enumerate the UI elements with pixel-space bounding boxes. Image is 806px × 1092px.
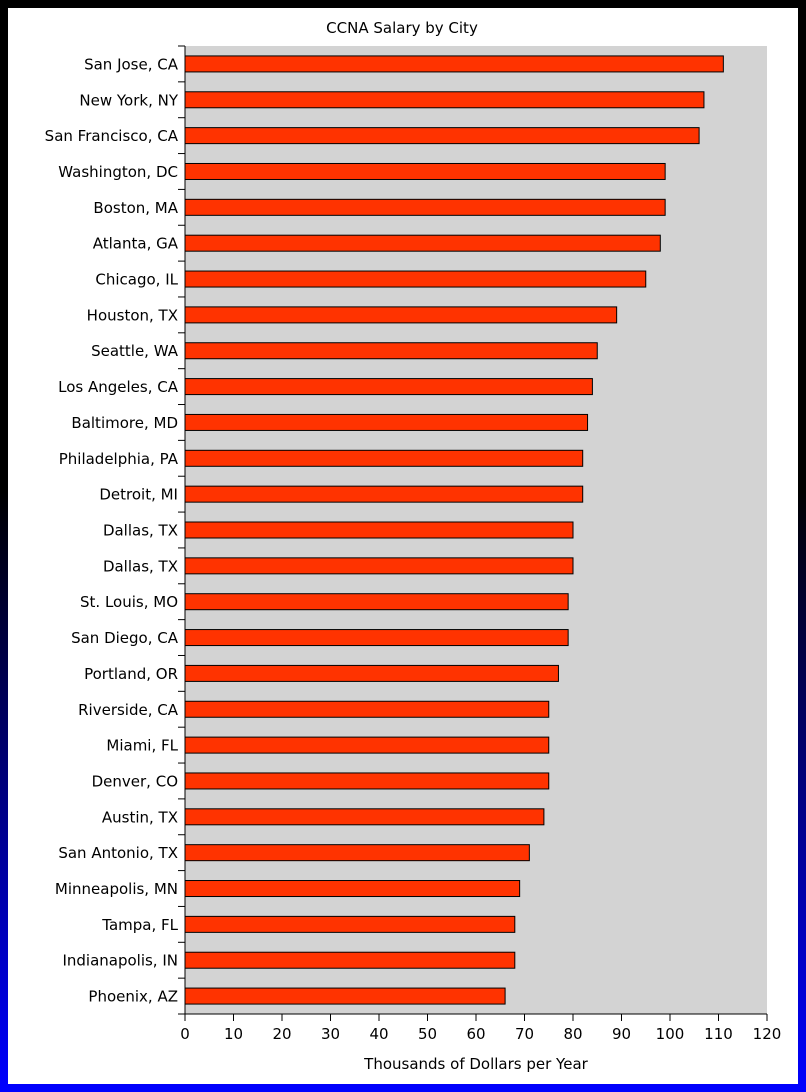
x-tick-label: 100 (656, 1025, 685, 1043)
y-axis-ticks (178, 45, 185, 1015)
category-label: San Jose, CA (84, 55, 179, 73)
category-label: Portland, OR (84, 665, 178, 683)
bar (184, 557, 574, 575)
bar (184, 915, 516, 933)
bar (184, 413, 589, 431)
chart-frame: CCNA Salary by City San Jose, CA New York… (8, 8, 798, 1084)
bar (184, 55, 724, 73)
category-label: San Francisco, CA (45, 127, 179, 145)
x-tick-label: 110 (704, 1025, 733, 1043)
category-label: Dallas, TX (103, 522, 178, 540)
x-tick-label: 60 (466, 1025, 485, 1043)
category-label: Baltimore, MD (71, 414, 178, 432)
bar (184, 772, 550, 790)
category-label: Denver, CO (92, 772, 178, 790)
category-label: San Diego, CA (71, 629, 179, 647)
category-label: Detroit, MI (99, 486, 178, 504)
bar (184, 664, 559, 682)
x-tick-label: 10 (224, 1025, 243, 1043)
category-label: Indianapolis, IN (62, 952, 178, 970)
bar (184, 485, 584, 503)
x-tick-label: 80 (563, 1025, 582, 1043)
bar (184, 521, 574, 539)
bar (184, 629, 569, 647)
bar (184, 951, 516, 969)
category-label: Phoenix, AZ (88, 988, 178, 1006)
bar (184, 378, 593, 396)
bar (184, 700, 550, 718)
bar (184, 91, 705, 109)
category-label: St. Louis, MO (80, 593, 178, 611)
category-label: Austin, TX (102, 808, 178, 826)
x-tick-label: 30 (321, 1025, 340, 1043)
bar (184, 449, 584, 467)
bar (184, 127, 700, 145)
category-label: Riverside, CA (78, 701, 179, 719)
x-tick-label: 20 (272, 1025, 291, 1043)
x-tick-label: 50 (418, 1025, 437, 1043)
category-label: Los Angeles, CA (58, 378, 179, 396)
bar (184, 270, 647, 288)
x-tick-label: 120 (753, 1025, 782, 1043)
bar (184, 593, 569, 611)
category-label: Minneapolis, MN (55, 880, 178, 898)
bar (184, 808, 545, 826)
category-label: New York, NY (79, 91, 178, 109)
bar (184, 987, 506, 1005)
chart-title: CCNA Salary by City (326, 19, 478, 37)
x-tick-label: 0 (180, 1025, 190, 1043)
category-label: Atlanta, GA (93, 235, 179, 253)
bar (184, 736, 550, 754)
x-tick-label: 90 (612, 1025, 631, 1043)
category-labels: San Jose, CA New York, NY San Francisco, C… (45, 55, 179, 1005)
category-label: Dallas, TX (103, 557, 178, 575)
x-tick-label: 40 (369, 1025, 388, 1043)
category-label: Washington, DC (58, 163, 178, 181)
bar (184, 844, 530, 862)
bar (184, 162, 666, 180)
category-label: Tampa, FL (101, 916, 178, 934)
x-axis: 0 10 20 30 40 50 60 70 80 90 100 110 120 (180, 1014, 781, 1043)
category-label: Chicago, IL (95, 271, 178, 289)
category-label: Boston, MA (93, 199, 178, 217)
category-label: Miami, FL (106, 737, 178, 755)
bar (184, 198, 666, 216)
bar-chart: CCNA Salary by City San Jose, CA New York… (45, 19, 782, 1073)
x-tick-label: 70 (515, 1025, 534, 1043)
category-label: San Antonio, TX (58, 844, 178, 862)
category-label: Seattle, WA (91, 342, 179, 360)
bar (184, 880, 521, 898)
bar (184, 306, 618, 324)
category-label: Philadelphia, PA (59, 450, 179, 468)
bar (184, 234, 661, 252)
bar (184, 342, 598, 360)
category-label: Houston, TX (87, 306, 178, 324)
x-axis-title: Thousands of Dollars per Year (363, 1055, 588, 1073)
